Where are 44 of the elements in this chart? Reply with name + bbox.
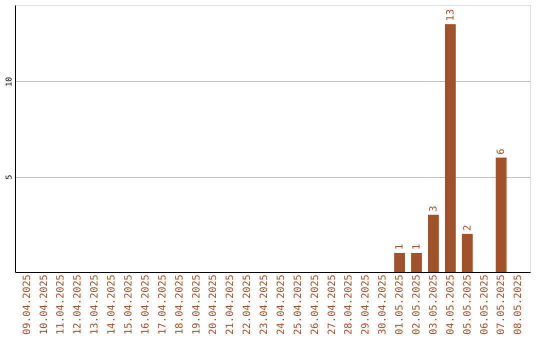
x-tick-label: 22.04.2025 [242,274,254,335]
bar [496,158,507,272]
x-tick-label: 01.05.2025 [394,274,406,335]
x-tick-label: 21.04.2025 [225,274,236,335]
data-label: 6 [496,148,508,155]
x-tick-label: 29.04.2025 [360,274,372,335]
data-label: 13 [445,9,456,22]
x-tick-label: 05.05.2025 [462,274,474,335]
x-tick-label: 20.04.2025 [208,274,220,335]
x-tick-label: 23.04.2025 [259,274,270,335]
bar [428,214,439,272]
x-tick-label: 18.04.2025 [174,274,186,335]
data-label: 1 [394,244,406,250]
data-label: 2 [462,224,474,231]
data-label: 3 [428,206,440,212]
x-tick-label: 10.04.2025 [38,274,50,335]
x-tick-label: 19.04.2025 [191,274,202,335]
x-tick-label: 12.04.2025 [72,274,84,335]
x-tick-label: 09.04.2025 [22,274,33,335]
x-tick-label: 26.04.2025 [310,274,321,335]
data-label: 1 [411,244,422,250]
bar [462,234,473,272]
x-tick-label: 07.05.2025 [496,274,508,335]
x-tick-label: 04.05.2025 [445,274,456,335]
x-tick-label: 06.05.2025 [479,274,490,335]
x-tick-label: 28.04.2025 [344,274,355,335]
bar [394,252,405,272]
y-tick-label: 10 [4,76,14,87]
bar [411,252,422,272]
x-tick-label: 17.04.2025 [157,274,168,335]
x-tick-label: 02.05.2025 [411,274,422,335]
x-tick-label: 15.04.2025 [124,274,135,335]
x-tick-label: 08.05.2025 [513,274,524,335]
x-tick-label: 24.04.2025 [276,274,287,335]
x-tick-label: 13.04.2025 [90,274,101,335]
x-tick-label: 16.04.2025 [140,274,152,335]
x-tick-label: 14.04.2025 [106,274,118,335]
x-tick-label: 03.05.2025 [428,274,440,335]
x-tick-label: 30.04.2025 [378,274,389,335]
x-tick-label: 25.04.2025 [292,274,304,335]
x-tick-label: 27.04.2025 [326,274,338,335]
y-tick-label: 5 [4,174,14,180]
bar [444,24,456,272]
x-tick-label: 11.04.2025 [56,274,67,335]
